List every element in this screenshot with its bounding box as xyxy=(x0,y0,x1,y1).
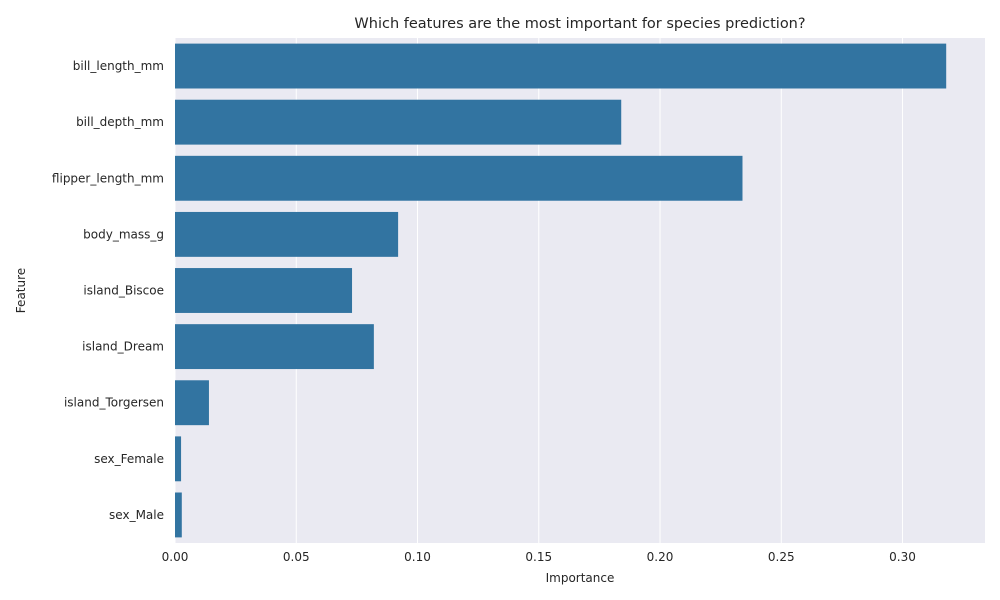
x-tick-label: 0.10 xyxy=(404,550,431,564)
y-tick-label: sex_Male xyxy=(109,508,164,522)
bar-bill-depth-mm xyxy=(175,99,622,145)
y-tick-label: flipper_length_mm xyxy=(52,171,164,185)
bar-bill-length-mm xyxy=(175,43,947,89)
x-tick-labels: 0.00 0.05 0.10 0.15 0.20 0.25 0.30 xyxy=(162,550,916,564)
x-tick-label: 0.25 xyxy=(768,550,795,564)
bar-flipper-length-mm xyxy=(175,155,743,201)
y-tick-labels: bill_length_mm bill_depth_mm flipper_lengt… xyxy=(52,59,164,522)
bar-body-mass-g xyxy=(175,211,399,257)
x-tick-label: 0.00 xyxy=(162,550,189,564)
bar-island-biscoe xyxy=(175,268,353,313)
chart-title: Which features are the most important fo… xyxy=(354,16,805,32)
x-tick-label: 0.15 xyxy=(525,550,552,564)
bar-sex-female xyxy=(175,436,182,482)
y-tick-label: bill_depth_mm xyxy=(76,115,164,129)
x-tick-label: 0.05 xyxy=(283,550,310,564)
x-tick-label: 0.20 xyxy=(647,550,674,564)
bar-sex-male xyxy=(175,492,182,538)
y-tick-label: island_Torgersen xyxy=(64,396,164,410)
bar-island-dream xyxy=(175,324,374,370)
y-tick-label: bill_length_mm xyxy=(73,59,164,73)
x-tick-label: 0.30 xyxy=(889,550,916,564)
y-tick-label: sex_Female xyxy=(94,452,164,466)
y-axis-label: Feature xyxy=(14,268,28,313)
bar-island-torgersen xyxy=(175,380,209,426)
y-tick-label: island_Biscoe xyxy=(83,284,164,298)
y-tick-label: body_mass_g xyxy=(83,227,164,241)
bars xyxy=(175,43,947,538)
y-tick-label: island_Dream xyxy=(82,340,164,354)
x-axis-label: Importance xyxy=(546,571,615,585)
